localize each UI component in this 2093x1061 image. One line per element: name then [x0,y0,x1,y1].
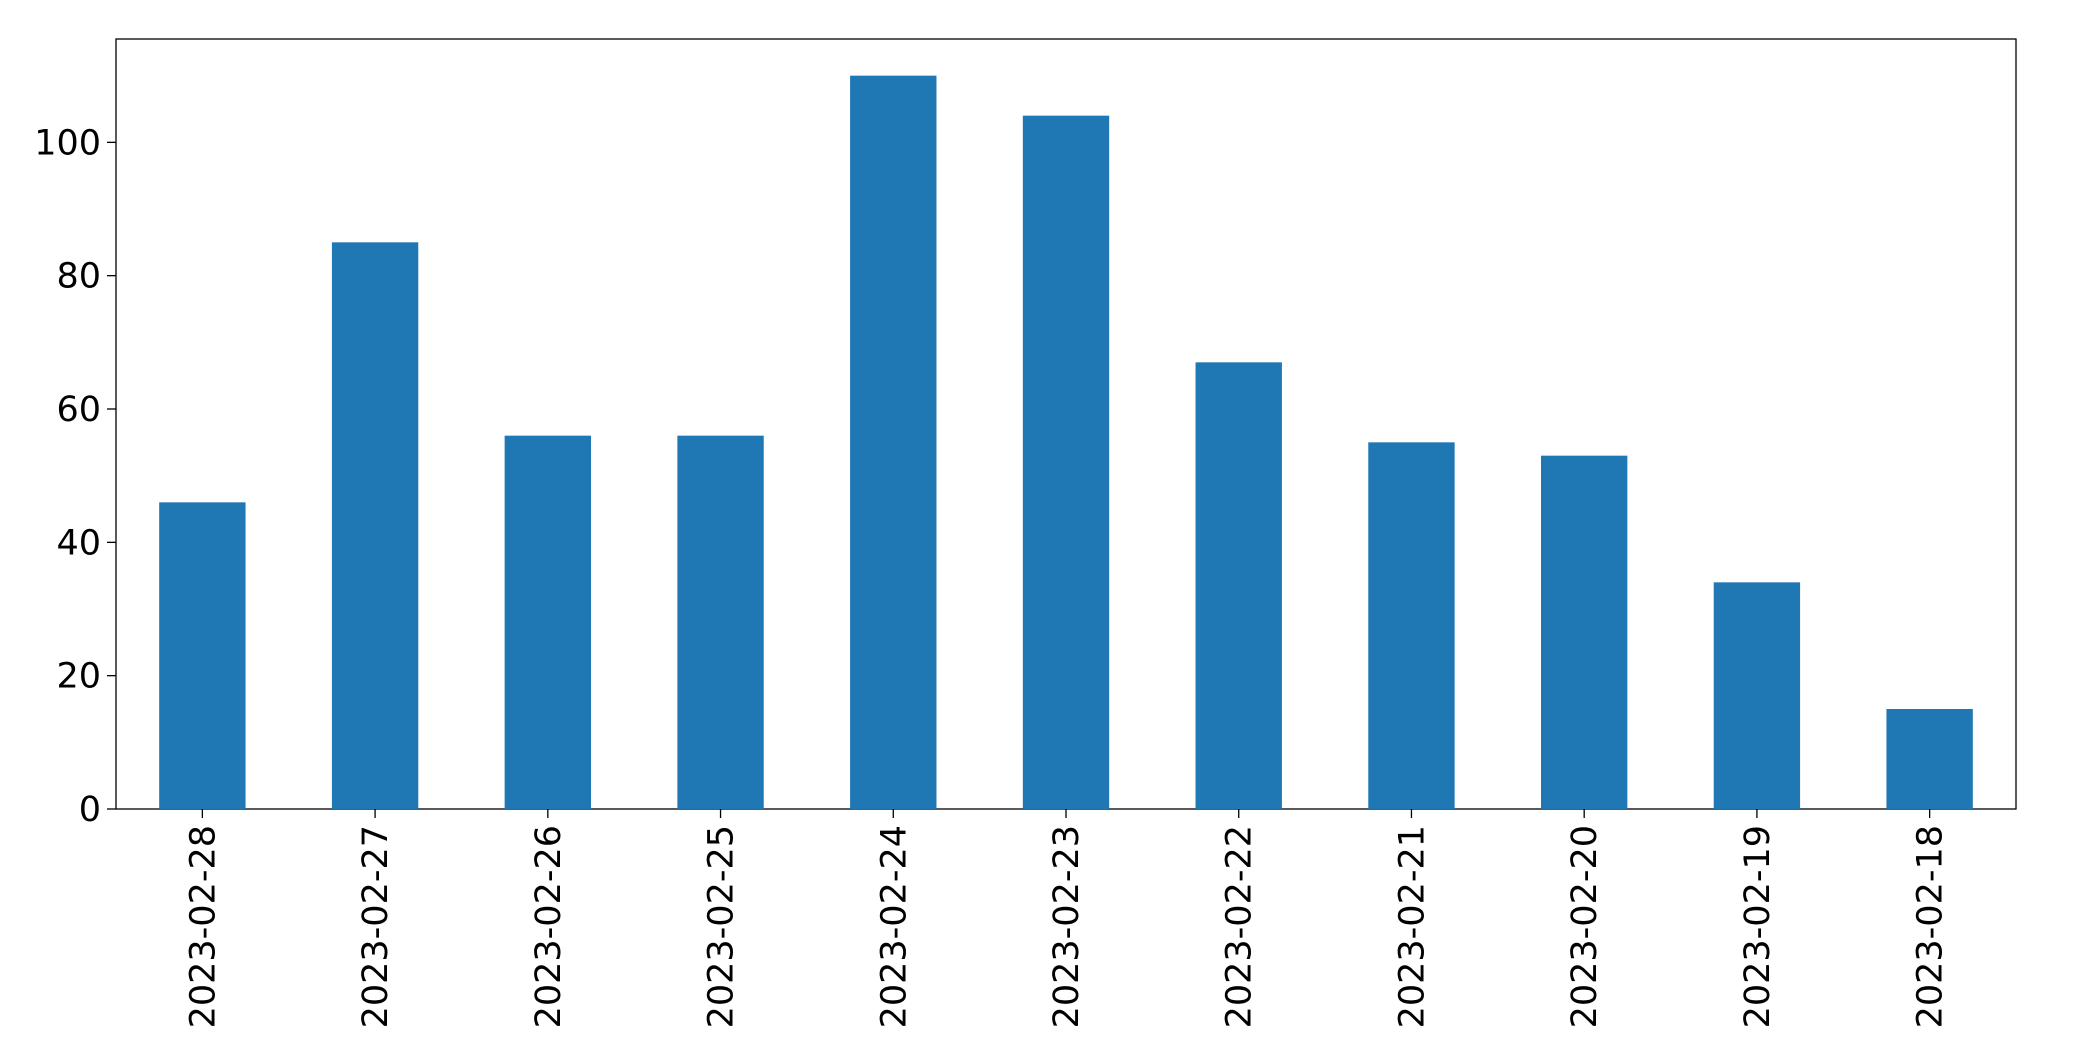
x-tick-label: 2023-02-20 [1565,825,1605,1028]
x-tick-label: 2023-02-21 [1392,825,1432,1028]
bar [677,435,764,809]
y-tick-label: 20 [56,657,101,697]
y-tick-label: 80 [56,257,101,297]
x-tick-label: 2023-02-24 [874,825,914,1028]
y-tick-label: 100 [34,123,101,163]
x-tick-label: 2023-02-19 [1738,825,1778,1028]
x-tick-label: 2023-02-26 [529,825,569,1028]
x-tick-label: 2023-02-28 [183,825,223,1028]
bar [1195,362,1282,809]
y-tick-label: 40 [56,523,101,563]
y-tick-label: 0 [79,790,101,830]
bar [1022,115,1110,809]
bar [159,502,246,809]
bar [1541,455,1628,809]
x-tick-label: 2023-02-18 [1911,825,1951,1028]
bar [504,435,591,809]
x-tick-label: 2023-02-22 [1220,825,1260,1028]
bar [1713,582,1801,809]
bar [1886,709,1973,809]
x-tick-label: 2023-02-25 [702,825,742,1028]
y-tick-label: 60 [56,390,101,430]
bar [1368,442,1455,809]
x-tick-label: 2023-02-27 [356,825,396,1028]
bar [331,242,419,810]
bar [850,75,937,809]
x-tick-label: 2023-02-23 [1047,825,1087,1028]
